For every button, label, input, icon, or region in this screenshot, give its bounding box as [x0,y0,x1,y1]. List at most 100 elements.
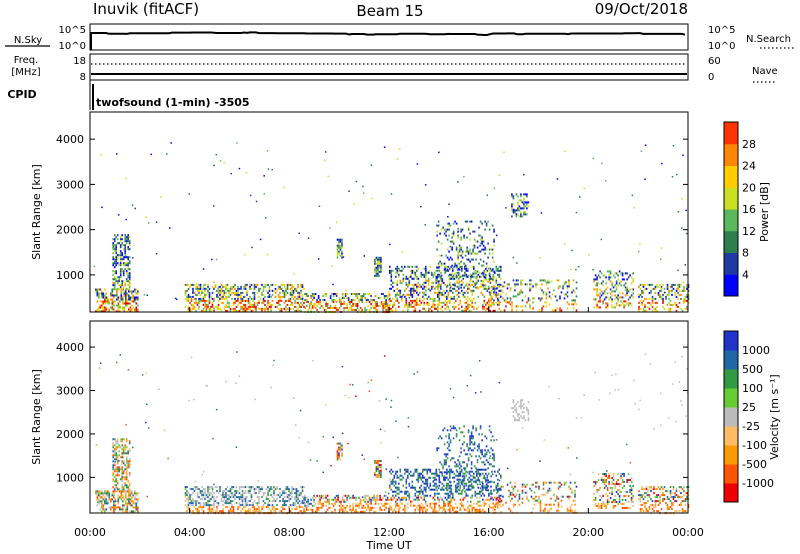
radar-echo [498,289,501,292]
radar-echo [461,468,463,471]
cpid-label: CPID [7,88,36,101]
radar-echo [423,281,426,284]
radar-echo [121,460,123,463]
radar-echo [599,306,601,309]
radar-echo [316,510,318,513]
radar-echo [641,295,643,298]
radar-echo [653,287,655,290]
radar-echo [450,468,453,471]
radar-echo [411,486,414,489]
radar-echo [201,299,203,302]
radar-echo [487,481,489,484]
radar-echo [464,271,466,274]
radar-echo [599,296,601,299]
radar-echo [470,258,473,261]
radar-echo [444,510,447,513]
radar-echo [446,489,449,492]
radar-echo [338,307,341,309]
radar-echo [514,419,516,422]
radar-echo [216,305,218,308]
radar-echo [222,500,224,503]
radar-echo [395,271,397,274]
radar-echo [105,508,108,511]
radar-echo [407,293,409,296]
radar-echo [469,252,471,255]
radar-echo [520,199,522,202]
radar-echo [217,299,220,302]
radar-echo [225,496,227,499]
radar-echo [448,433,450,436]
radar-echo [435,307,438,310]
radar-echo [650,289,652,292]
radar-echo [467,226,470,229]
radar-echo [491,289,493,292]
radar-echo [189,502,191,505]
radar-echo [240,496,242,499]
radar-echo [368,510,371,513]
radar-echo [593,278,595,281]
radar-echo [419,490,421,493]
radar-echo [338,448,340,451]
radar-echo [211,510,214,513]
radar-echo [243,309,245,312]
radar-echo [307,504,309,507]
radar-echo [192,502,194,505]
radar-echo [98,292,100,295]
radar-echo [353,299,356,301]
radar-echo [208,488,211,491]
radar-echo [310,502,312,505]
radar-echo [527,409,530,412]
radar-echo [428,295,430,298]
radar-echo [378,262,381,265]
radar-echo [413,309,415,312]
radar-echo [267,486,269,489]
radar-echo [410,486,412,489]
radar-echo [115,270,117,273]
radar-echo [285,305,287,308]
radar-echo [184,488,187,491]
radar-echo [225,291,227,294]
radar-echo [463,479,465,482]
radar-echo [343,307,345,309]
radar-echo [647,305,649,308]
radar-echo [523,205,525,208]
radar-echo [113,458,116,461]
radar-echo [480,490,483,493]
radar-echo [429,307,432,310]
radar-echo [208,291,211,294]
colorbar-tick-label: 12 [742,225,756,238]
radar-echo [460,228,462,231]
radar-echo [606,286,609,289]
radar-echo [443,262,446,265]
radar-echo [125,262,128,265]
radar-echo [377,297,380,299]
radar-echo [105,306,108,309]
radar-echo [464,291,466,294]
radar-echo [294,496,296,499]
radar-echo [116,488,119,491]
radar-echo [544,301,546,304]
radar-echo [128,474,131,477]
radar-echo [127,280,129,283]
radar-echo [336,456,339,459]
radar-echo [393,490,396,493]
radar-echo [320,496,323,499]
radar-echo [124,262,126,265]
radar-echo [389,478,391,481]
radar-echo [512,415,515,418]
radar-echo [479,449,482,452]
radar-echo [457,181,459,183]
radar-echo [413,498,415,501]
radar-echo [219,490,221,493]
radar-echo [256,504,259,507]
radar-echo [226,283,229,286]
radar-echo [677,305,679,308]
radar-echo [265,289,268,292]
radar-echo [113,308,115,311]
radar-echo [268,508,271,511]
radar-echo [316,508,318,511]
radar-echo [223,289,226,292]
radar-echo [374,262,376,265]
radar-echo [377,476,379,478]
radar-echo [527,413,530,416]
